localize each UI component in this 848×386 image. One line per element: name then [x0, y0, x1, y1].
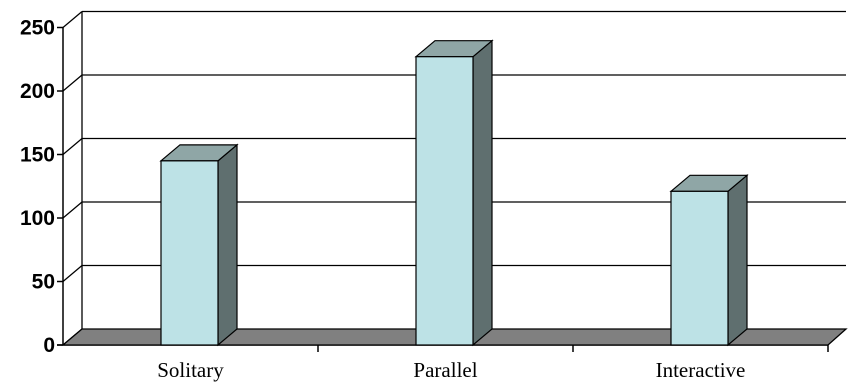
left-wall-connector	[62, 74, 83, 92]
bar-interactive	[669, 174, 749, 347]
left-wall-connector	[62, 201, 83, 219]
left-wall-connector	[62, 11, 83, 28]
bar-parallel	[414, 39, 494, 347]
y-tick-label: 0	[43, 334, 55, 357]
bar-side-face	[472, 39, 493, 347]
y-tick-label: 50	[32, 271, 55, 294]
x-axis-tick-labels: Solitary Parallel Interactive	[157, 358, 745, 382]
bar-side-face	[727, 174, 748, 347]
bar-front-face	[160, 160, 219, 346]
y-tick-label: 200	[20, 80, 55, 103]
left-wall-connector	[62, 265, 83, 282]
y-tick-label: 150	[20, 144, 55, 167]
x-tick-label: Interactive	[656, 358, 746, 382]
x-tick-label: Solitary	[157, 358, 224, 382]
y-axis-tick-labels: 0 50 100 150 200 250	[20, 17, 55, 358]
bars	[159, 39, 749, 347]
bar-side-face	[217, 143, 238, 347]
bar-solitary	[159, 143, 239, 347]
bar-front-face	[670, 190, 729, 346]
y-tick-label: 250	[20, 17, 55, 40]
bar-front-face	[415, 56, 474, 346]
x-tick-label: Parallel	[413, 358, 477, 382]
y-tick-label: 100	[20, 207, 55, 230]
left-wall-connector	[62, 138, 83, 155]
